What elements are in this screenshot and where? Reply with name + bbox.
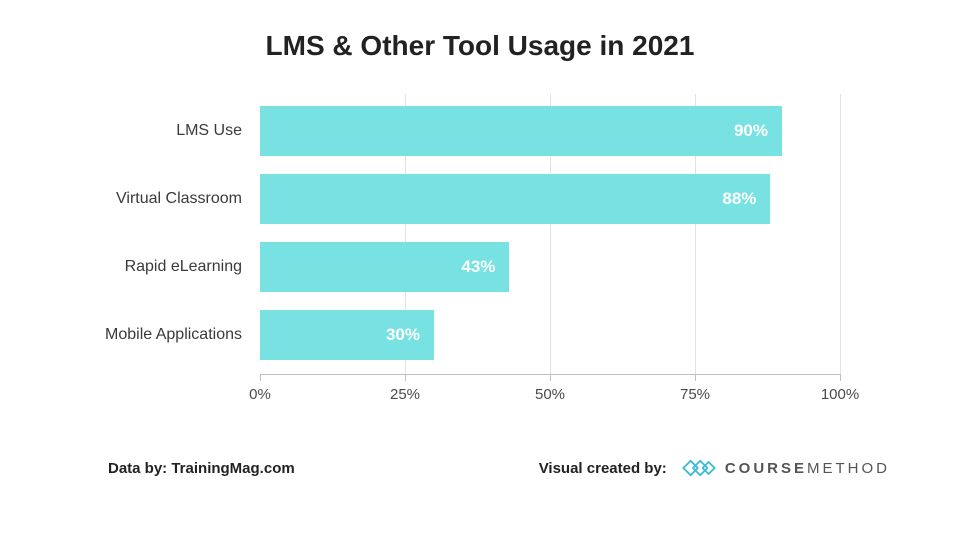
bar-row: Rapid eLearning43% (260, 242, 840, 292)
bar-value-label: 43% (461, 257, 509, 277)
bar: 88% (260, 174, 770, 224)
bar-row: Mobile Applications30% (260, 310, 840, 360)
bar-value-label: 90% (734, 121, 782, 141)
bar-row: Virtual Classroom88% (260, 174, 840, 224)
visual-credit: Visual created by: COURSEMETHOD (539, 456, 890, 480)
bar: 90% (260, 106, 782, 156)
gridline (840, 94, 841, 374)
category-label: LMS Use (176, 122, 260, 140)
category-label: Rapid eLearning (125, 258, 260, 276)
coursemethod-icon (681, 456, 717, 480)
bar-value-label: 30% (386, 325, 434, 345)
chart-area: LMS Use90% Virtual Classroom88% Rapid eLea… (260, 94, 840, 424)
x-tick-label: 75% (680, 386, 710, 403)
x-tick-label: 100% (821, 386, 859, 403)
x-tick-mark (550, 374, 551, 381)
x-axis: 0%25%50%75%100% (260, 374, 840, 414)
coursemethod-logo: COURSEMETHOD (681, 456, 890, 480)
data-source-credit: Data by: TrainingMag.com (108, 460, 295, 477)
category-label: Mobile Applications (105, 326, 260, 344)
bar-value-label: 88% (722, 189, 770, 209)
chart-container: LMS & Other Tool Usage in 2021 LMS Use90… (0, 0, 960, 540)
coursemethod-wordmark: COURSEMETHOD (725, 460, 890, 477)
bar: 30% (260, 310, 434, 360)
bar: 43% (260, 242, 509, 292)
x-tick-label: 50% (535, 386, 565, 403)
x-tick-label: 0% (249, 386, 271, 403)
bar-row: LMS Use90% (260, 106, 840, 156)
x-tick-mark (840, 374, 841, 381)
category-label: Virtual Classroom (116, 190, 260, 208)
x-tick-mark (260, 374, 261, 381)
x-tick-mark (405, 374, 406, 381)
footer: Data by: TrainingMag.com Visual created … (108, 456, 890, 480)
visual-credit-label: Visual created by: (539, 460, 667, 477)
chart-title: LMS & Other Tool Usage in 2021 (60, 30, 900, 62)
x-tick-mark (695, 374, 696, 381)
x-tick-label: 25% (390, 386, 420, 403)
plot-area: LMS Use90% Virtual Classroom88% Rapid eLea… (260, 94, 840, 374)
